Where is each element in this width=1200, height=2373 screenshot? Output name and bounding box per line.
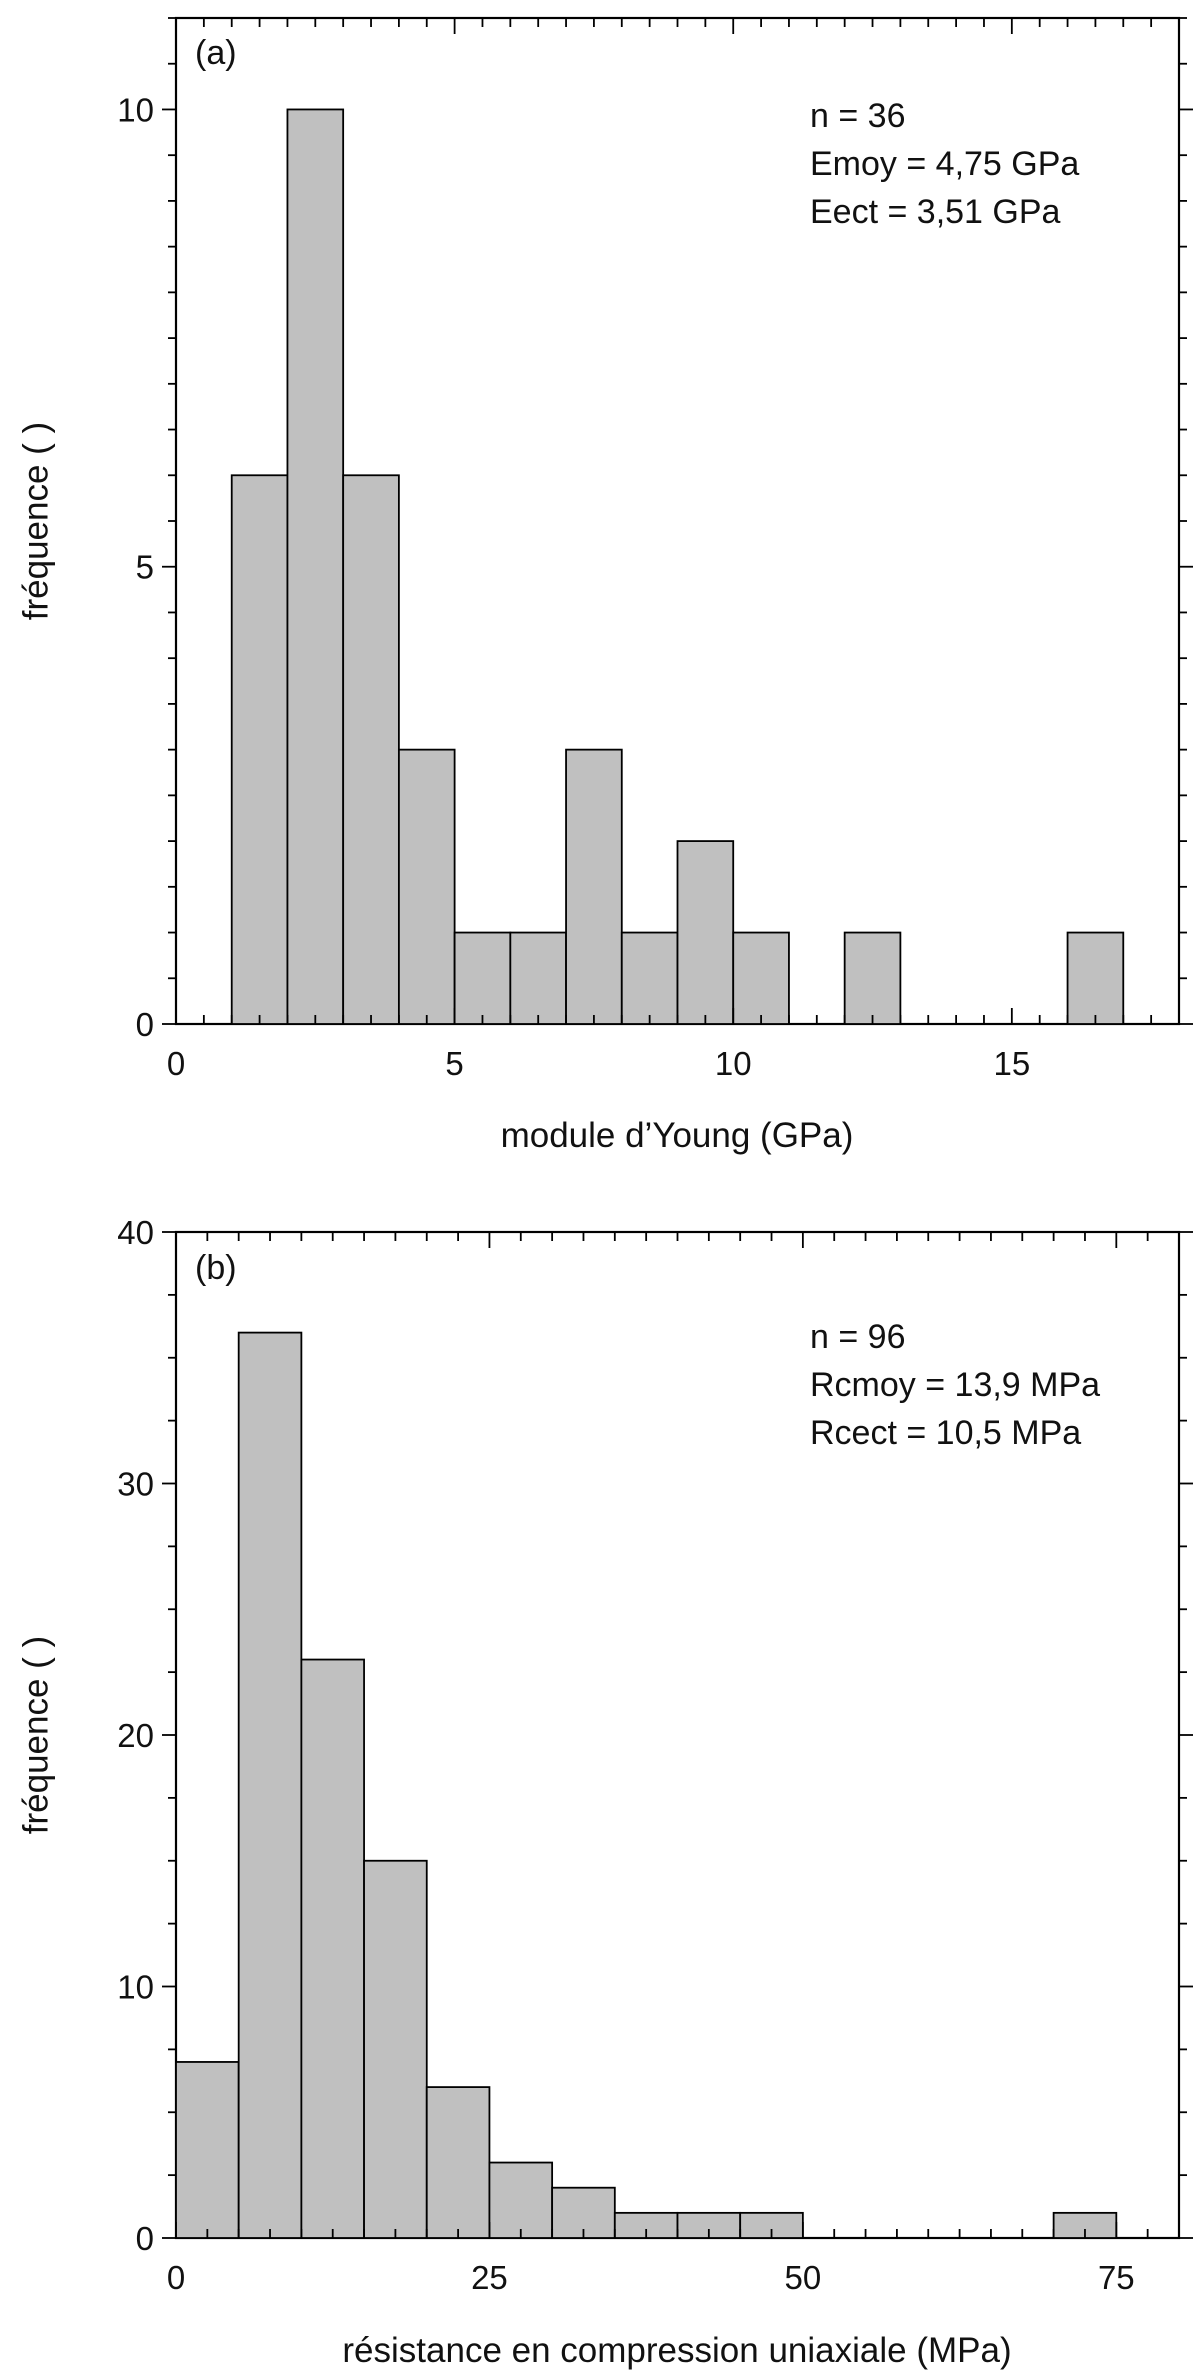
histogram-bar xyxy=(363,1859,428,2239)
x-axis-title: résistance en compression uniaxiale (MPa… xyxy=(342,2331,1011,2370)
annotation-stddev: Rcect = 10,5 MPa xyxy=(810,1414,1081,1452)
y-tick-label: 0 xyxy=(136,1006,154,1043)
histogram-bar xyxy=(565,748,623,1025)
y-tick-labels: 0 10 20 30 40 xyxy=(117,1214,154,2257)
annotation-n: n = 96 xyxy=(810,1318,905,1356)
histogram-bar xyxy=(676,840,735,1025)
histogram-bar xyxy=(732,931,790,1025)
x-axis-title: module d’Young (GPa) xyxy=(501,1116,854,1155)
bar-group xyxy=(175,1331,1118,2239)
histogram-bar xyxy=(230,474,289,1025)
panel-a: 0 5 10 15 0 5 10 module d’Young (GPa) fréquen… xyxy=(16,16,1193,1155)
x-tick-label: 15 xyxy=(993,1045,1030,1082)
histogram-bar xyxy=(488,2161,554,2239)
histogram-bar xyxy=(286,108,345,1025)
annotation-mean: Rcmoy = 13,9 MPa xyxy=(810,1366,1100,1404)
y-tick-labels: 0 5 10 xyxy=(117,91,154,1043)
annotation-stddev: Eect = 3,51 GPa xyxy=(810,193,1061,231)
histogram-bar xyxy=(425,2086,491,2239)
histogram-bar xyxy=(175,2061,240,2239)
histogram-bar xyxy=(843,931,902,1025)
y-tick-label: 40 xyxy=(117,1214,154,1251)
x-tick-label: 0 xyxy=(167,2259,185,2296)
y-tick-label: 20 xyxy=(117,1717,154,1754)
histogram-bar xyxy=(300,1658,365,2239)
y-tick-label: 5 xyxy=(136,549,154,586)
x-tick-label: 50 xyxy=(785,2259,822,2296)
x-tick-label: 75 xyxy=(1098,2259,1135,2296)
histogram-bar xyxy=(237,1331,303,2239)
histogram-bar xyxy=(397,748,456,1025)
x-tick-labels: 0 25 50 75 xyxy=(167,2259,1135,2296)
x-tick-label: 25 xyxy=(471,2259,508,2296)
x-tick-label: 5 xyxy=(445,1045,463,1082)
y-axis-title: fréquence ( ) xyxy=(16,422,55,620)
tick-group xyxy=(162,17,1193,1025)
histogram-bar xyxy=(620,931,679,1025)
histogram-bar xyxy=(342,474,400,1025)
annotation-n: n = 36 xyxy=(810,97,905,135)
histogram-bar xyxy=(1066,931,1125,1025)
panel-b: 0 25 50 75 0 10 20 30 40 résistance en compress… xyxy=(16,1214,1193,2370)
y-tick-label: 10 xyxy=(117,1969,154,2006)
histogram-bar xyxy=(509,931,567,1025)
y-tick-label: 0 xyxy=(136,2220,154,2257)
histogram-bar xyxy=(453,931,512,1025)
y-axis-title: fréquence ( ) xyxy=(16,1636,55,1834)
x-tick-labels: 0 5 10 15 xyxy=(167,1045,1030,1082)
tick-group xyxy=(162,1231,1193,2239)
panel-label: (a) xyxy=(195,34,237,72)
y-tick-label: 30 xyxy=(117,1466,154,1503)
y-tick-label: 10 xyxy=(117,91,154,128)
x-tick-label: 10 xyxy=(715,1045,752,1082)
x-tick-label: 0 xyxy=(167,1045,185,1082)
panel-label: (b) xyxy=(195,1249,237,1287)
annotation-mean: Emoy = 4,75 GPa xyxy=(810,145,1079,183)
bar-group xyxy=(230,108,1125,1025)
